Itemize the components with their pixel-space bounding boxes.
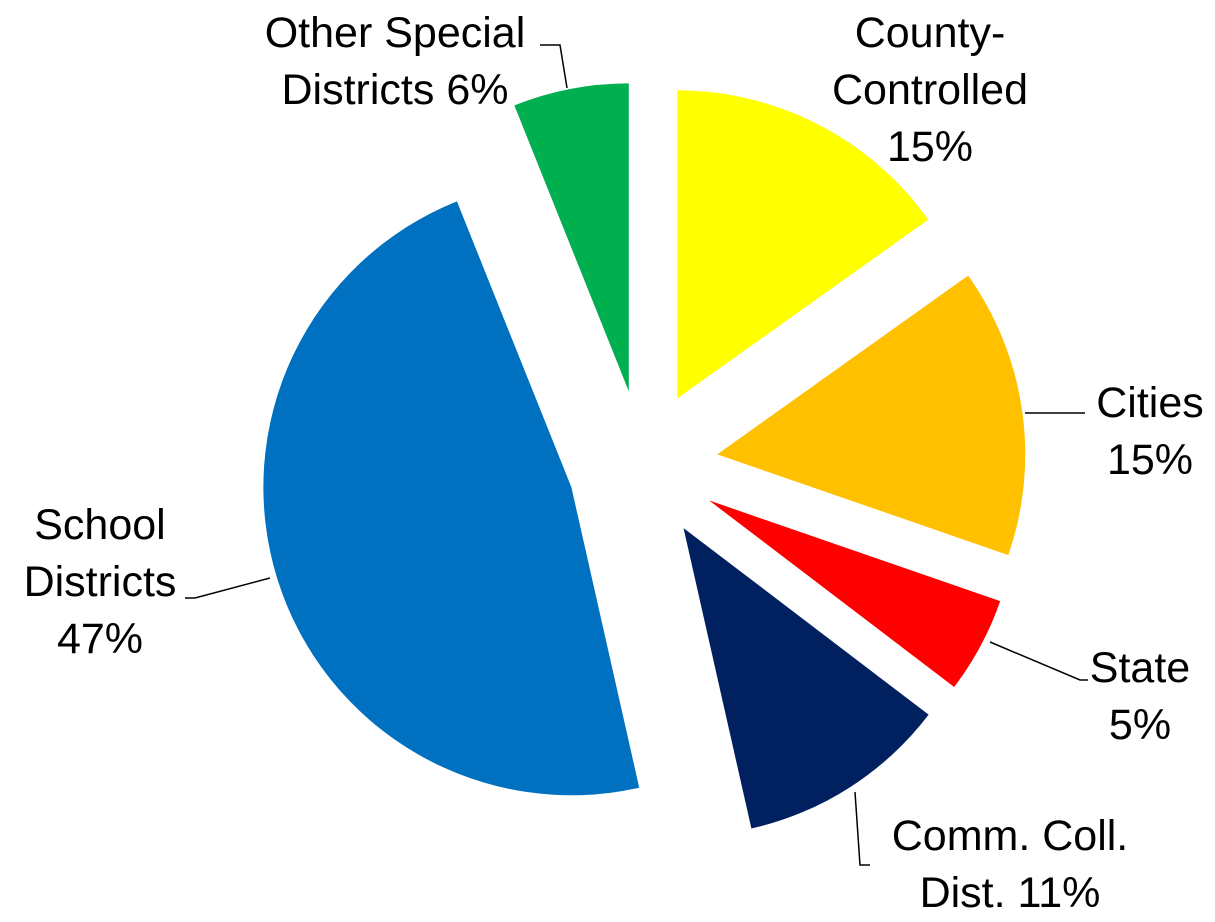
- pie-slice: [683, 528, 929, 829]
- leader-line: [854, 791, 870, 866]
- pie-slice: [709, 500, 1001, 687]
- value-label: 6%: [446, 66, 509, 114]
- value-label: 15%: [886, 123, 974, 171]
- slice-label: State 5%: [1080, 640, 1200, 754]
- value-label: 47%: [56, 615, 144, 663]
- pie-slice: [263, 201, 640, 796]
- category-label: State: [1089, 644, 1191, 692]
- slice-label: County-Controlled 15%: [805, 5, 1055, 176]
- slice-label: Other Special Districts 6%: [240, 5, 550, 119]
- category-label: County-Controlled: [832, 9, 1028, 114]
- pie-slice: [677, 90, 929, 399]
- category-label: School Districts: [23, 501, 177, 606]
- slice-label: Cities 15%: [1085, 375, 1215, 489]
- leader-line: [185, 577, 271, 599]
- value-label: 15%: [1106, 436, 1194, 484]
- slice-label: School Districts 47%: [0, 497, 200, 668]
- leader-line: [540, 44, 568, 89]
- category-label: Cities: [1096, 379, 1204, 427]
- value-label: 5%: [1108, 701, 1172, 749]
- pie-slice: [717, 275, 1026, 556]
- value-label: 11%: [1017, 869, 1101, 917]
- slice-label: Comm. Coll. Dist. 11%: [870, 808, 1150, 922]
- category-label: Comm. Coll. Dist.: [891, 812, 1129, 917]
- leader-line: [989, 641, 1088, 681]
- category-label: Other Special Districts: [264, 9, 526, 114]
- pie-slice: [514, 83, 629, 392]
